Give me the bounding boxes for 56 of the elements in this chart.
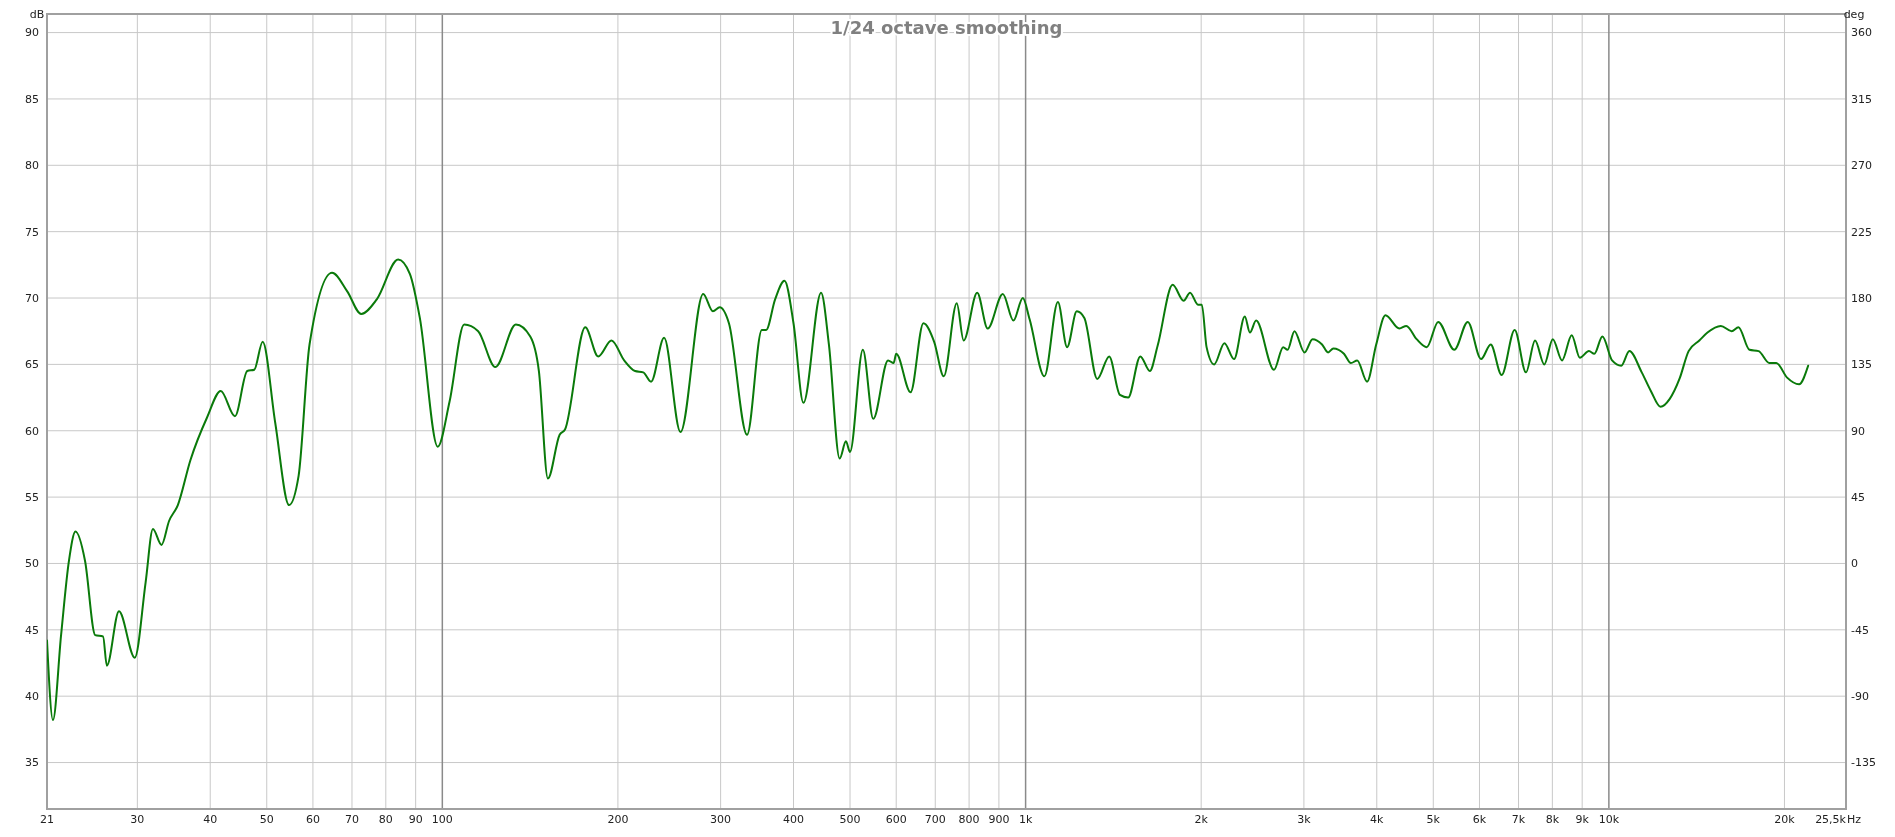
y2-tick-label: 360 <box>1851 26 1872 40</box>
x-tick-label: 70 <box>344 813 359 826</box>
x-axis-title: Hz <box>1847 813 1862 826</box>
x-tick-label: 900 <box>988 813 1010 826</box>
x-tick-label: 60 <box>305 813 320 826</box>
y-tick-label: 85 <box>25 92 39 106</box>
x-tick-label: 2k <box>1194 813 1209 826</box>
y-tick-label: 45 <box>25 623 39 637</box>
x-tick-label: 7k <box>1511 813 1526 826</box>
y2-tick-label: -90 <box>1851 690 1869 704</box>
y2-tick-label: 270 <box>1851 159 1872 173</box>
x-tick-label: 200 <box>607 813 629 826</box>
y2-tick-label: 0 <box>1851 557 1858 571</box>
x-tick-label: 800 <box>958 813 980 826</box>
y2-tick-label: 90 <box>1851 424 1865 438</box>
y-tick-label: 70 <box>25 291 39 305</box>
x-tick-label: 300 <box>710 813 732 826</box>
x-tick-label: 30 <box>130 813 145 826</box>
y-axis-title: dB <box>29 7 45 21</box>
x-tick-label: 1k <box>1018 813 1033 826</box>
y2-tick-label: 45 <box>1851 490 1865 504</box>
y-tick-label: 55 <box>25 490 39 504</box>
x-tick-label: 21 <box>40 813 54 826</box>
x-tick-label: 600 <box>885 813 907 826</box>
x-tick-label: 700 <box>924 813 946 826</box>
y-tick-label: 90 <box>25 26 39 40</box>
y2-tick-label: 135 <box>1851 358 1872 372</box>
x-tick-label: 4k <box>1370 813 1385 826</box>
y2-tick-label: -135 <box>1851 756 1876 770</box>
y-tick-label: 35 <box>25 756 39 770</box>
y-tick-label: 75 <box>25 225 39 239</box>
y2-axis-title: deg <box>1843 7 1865 21</box>
x-tick-label: 6k <box>1472 813 1487 826</box>
y-tick-label: 50 <box>25 557 39 571</box>
x-tick-label: 90 <box>408 813 423 826</box>
y2-tick-label: 315 <box>1851 92 1872 106</box>
x-tick-label: 20k <box>1774 813 1796 826</box>
x-tick-label: 10k <box>1598 813 1620 826</box>
y-tick-label: 60 <box>25 424 39 438</box>
y-tick-label: 65 <box>25 358 39 372</box>
y-tick-label: 80 <box>25 159 39 173</box>
x-tick-label: 9k <box>1575 813 1590 826</box>
x-tick-label: 25,5k <box>1815 813 1847 826</box>
y-tick-label: 40 <box>25 690 39 704</box>
x-tick-label: 80 <box>378 813 393 826</box>
x-tick-label: 5k <box>1426 813 1441 826</box>
y2-tick-label: -45 <box>1851 623 1869 637</box>
y2-tick-label: 225 <box>1851 225 1872 239</box>
y2-tick-label: 180 <box>1851 291 1872 305</box>
x-tick-label: 8k <box>1545 813 1560 826</box>
x-tick-label: 3k <box>1297 813 1312 826</box>
x-tick-label: 50 <box>259 813 274 826</box>
x-tick-label: 40 <box>203 813 218 826</box>
x-tick-label: 400 <box>783 813 804 826</box>
x-tick-label: 500 <box>839 813 861 826</box>
x-tick-label: 100 <box>431 813 453 826</box>
